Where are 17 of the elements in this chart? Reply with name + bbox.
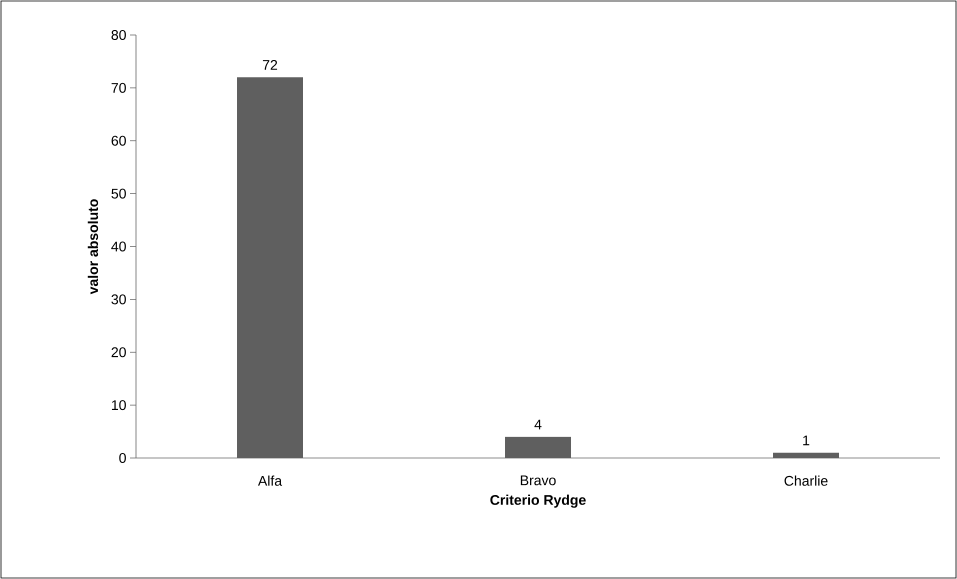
data-label: 1	[803, 436, 810, 446]
data-label: 72	[262, 60, 278, 70]
y-tick-label: 20	[112, 347, 126, 358]
x-tick-label: Bravo	[520, 476, 556, 486]
y-tick-label: 40	[111, 242, 126, 252]
y-tick-label: 50	[111, 188, 126, 199]
x-axis-title: Criterio Rydge	[490, 494, 586, 508]
y-axis-title: valor absoluto	[88, 199, 98, 294]
y-tick-label: 30	[111, 294, 126, 304]
y-tick-label: 0	[119, 453, 126, 463]
y-tick-label: 70	[112, 82, 126, 93]
x-tick-label: Alfa	[258, 476, 282, 486]
y-tick-label: 60	[112, 136, 126, 146]
y-tick-label: 10	[112, 400, 126, 410]
x-tick-label: Charlie	[784, 476, 828, 486]
data-label: 4	[534, 420, 542, 430]
y-tick-label: 80	[112, 30, 126, 40]
